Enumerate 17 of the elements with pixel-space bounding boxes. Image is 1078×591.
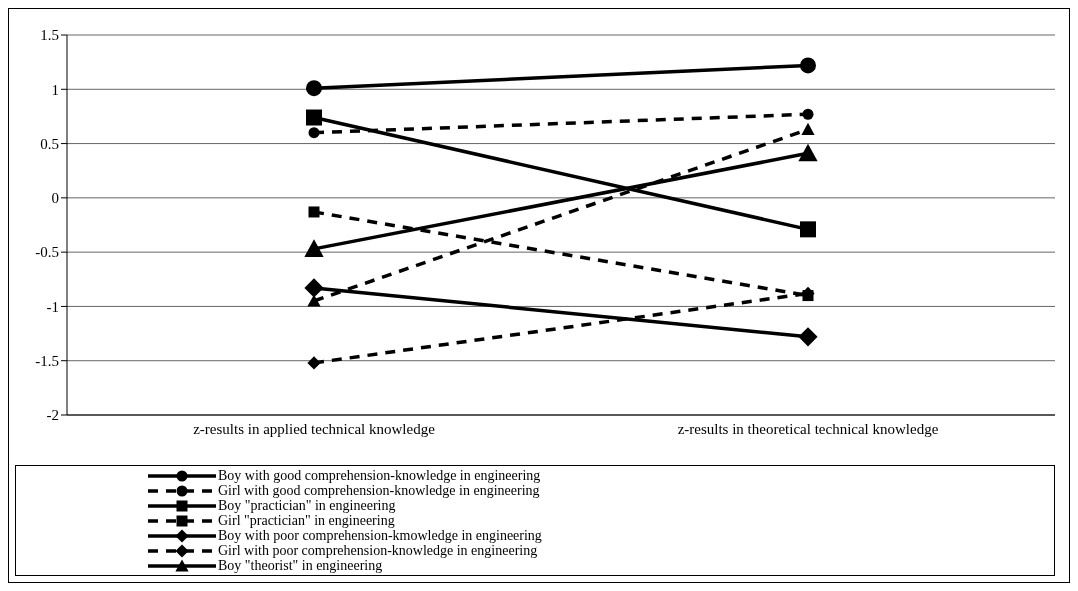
x-tick-label: z-results in theoretical technical knowledge — [677, 420, 939, 437]
y-tick-label: 1.5 — [40, 27, 59, 44]
legend-label: Boy with good comprehension-knowledge in engineering — [218, 468, 541, 483]
legend-label: Boy "theorist" in engineering — [218, 558, 383, 573]
y-tick-label: -2 — [46, 407, 59, 424]
y-tick-label: -0.5 — [35, 244, 59, 261]
y-tick-label: 0 — [51, 190, 59, 207]
legend-label: Girl "practician" in engineering — [218, 513, 395, 528]
legend-label: Boy "practician" in engineering — [218, 498, 396, 513]
legend-label: Boy with poor comprehension-kmowledge in engineering — [218, 528, 542, 543]
y-tick-label: -1.5 — [35, 353, 59, 370]
y-tick-label: 0.5 — [40, 135, 59, 152]
legend-label: Girl with poor comprehension-knowledge in engineering — [218, 543, 538, 558]
y-tick-label: 1 — [51, 81, 59, 98]
x-tick-label: z-results in applied technical knowledge — [193, 420, 436, 437]
y-tick-label: -1 — [46, 298, 59, 315]
legend-label: Girl with good comprehension-knowledge in engineering — [218, 483, 540, 498]
